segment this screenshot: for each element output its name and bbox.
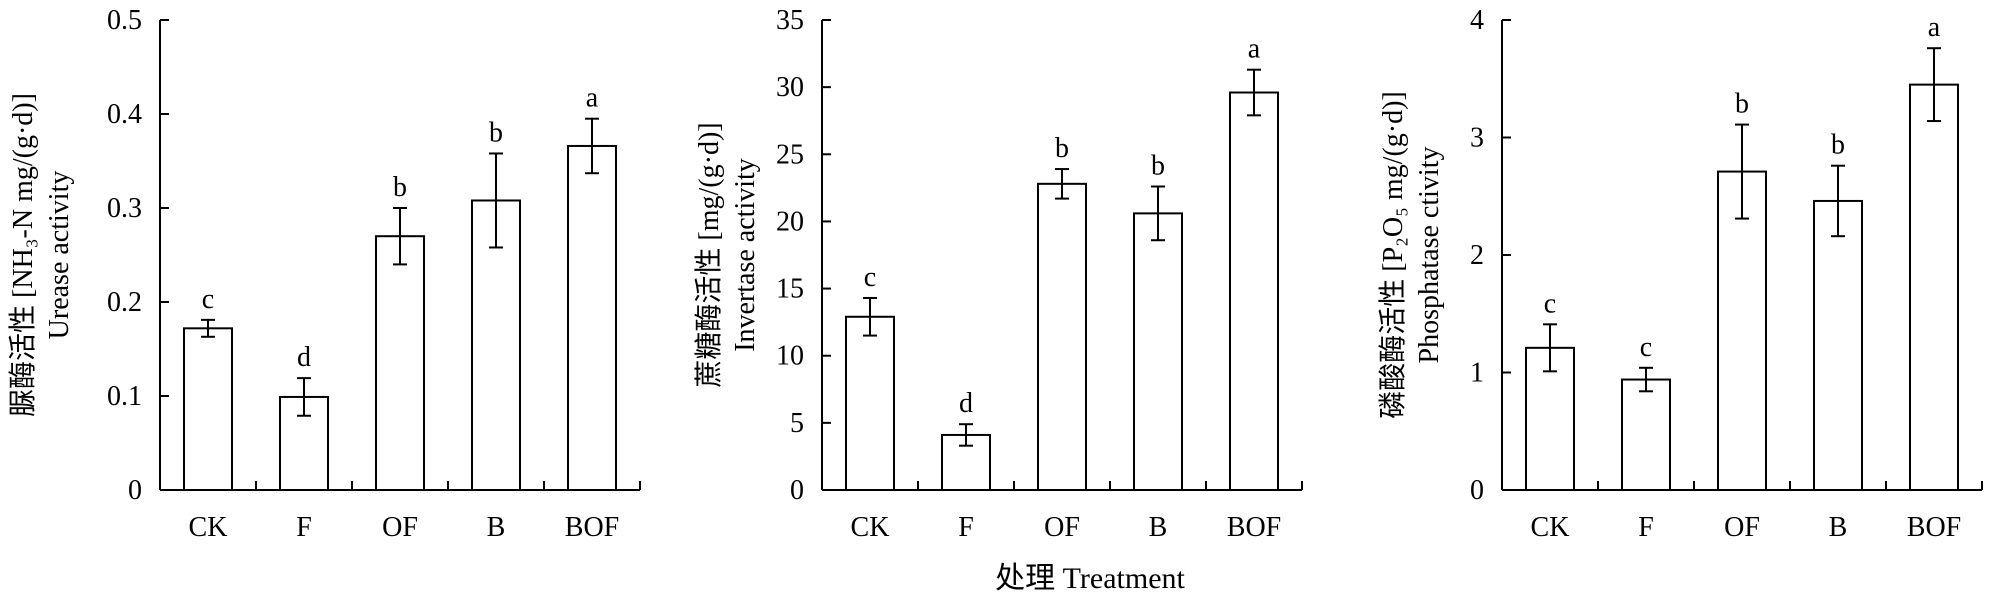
significance-letter: a [1248, 34, 1261, 65]
phosphatase-chart: 0 1 2 3 4 c CK c Fb OF b Ba BOF 磷酸酶活性 [P₂O₅ mg/(g·d)]… [1377, 5, 1983, 543]
y-tick-label: 5 [790, 408, 804, 439]
y-tick-label: 30 [776, 72, 804, 103]
bar [183, 327, 233, 491]
y-tick-label: 0.2 [107, 287, 142, 318]
x-tick-label: OF [1044, 512, 1080, 543]
y-tick-label: 15 [776, 274, 804, 305]
bar [1229, 91, 1279, 491]
y-axis-label-en: Phosphatase ctivity [1414, 147, 1445, 364]
bar [375, 235, 425, 491]
x-axis-common-label: 处理 Treatment [995, 562, 1185, 595]
significance-letter: c [202, 284, 214, 315]
significance-letter: b [393, 172, 407, 203]
bar [567, 144, 617, 492]
x-tick-label: CK [851, 512, 890, 543]
y-tick-label: 0.3 [107, 193, 142, 224]
y-tick-label: 0 [790, 475, 804, 506]
y-tick-label: 0 [128, 475, 142, 506]
y-tick-label: 0.5 [107, 5, 142, 36]
bar [1813, 199, 1863, 491]
y-axis-label-en: Invertase activity [730, 158, 761, 352]
bar [1621, 378, 1671, 491]
significance-letter: b [1735, 89, 1749, 120]
x-tick-label: OF [1724, 512, 1760, 543]
x-tick-label: OF [382, 512, 418, 543]
bar [845, 315, 895, 491]
significance-letter: a [586, 83, 599, 114]
x-tick-label: BOF [1227, 512, 1281, 543]
significance-letter: b [1831, 130, 1845, 161]
x-tick-label: F [958, 512, 974, 543]
significance-letter: b [1055, 133, 1069, 164]
x-tick-label: B [1829, 512, 1848, 543]
x-tick-label: F [296, 512, 312, 543]
bar [1133, 212, 1183, 491]
y-tick-label: 2 [1470, 240, 1484, 271]
significance-letter: c [1640, 332, 1652, 363]
y-tick-label: 10 [776, 341, 804, 372]
significance-letter: c [1544, 288, 1556, 319]
x-tick-label: BOF [1907, 512, 1961, 543]
x-tick-label: CK [1531, 512, 1570, 543]
x-tick-label: CK [189, 512, 228, 543]
bar [1717, 170, 1767, 491]
y-tick-label: 0.1 [107, 381, 142, 412]
y-tick-label: 25 [776, 139, 804, 170]
bar [279, 395, 329, 491]
significance-letter: c [864, 262, 876, 293]
bar [1037, 182, 1087, 491]
significance-letter: d [959, 388, 973, 419]
y-tick-label: 4 [1470, 5, 1484, 36]
x-tick-label: B [1149, 512, 1168, 543]
y-tick-label: 20 [776, 206, 804, 237]
y-tick-label: 0.4 [107, 99, 142, 130]
y-axis-label-en: Urease activity [44, 171, 75, 340]
bar [1909, 83, 1959, 491]
y-axis-label: 脲酶活性 [NH₃-N mg/(g·d)] [7, 93, 39, 417]
y-tick-label: 3 [1470, 123, 1484, 154]
significance-letter: a [1928, 12, 1941, 43]
significance-letter: b [489, 117, 503, 148]
x-tick-label: B [487, 512, 506, 543]
invertase-chart: 0 5 10 15 20 25 30 35 c CK d Fb OF b Ba BOF 蔗糖酶活性 [mg/(g… [693, 5, 1303, 543]
y-tick-label: 35 [776, 5, 804, 36]
urease-chart: 0 0.1 0.2 0.3 0.4 0.5 c CK d Fb OF b Ba BOF 脲酶活性 [NH₃-… [7, 5, 641, 543]
y-axis-label: 磷酸酶活性 [P₂O₅ mg/(g·d)] [1377, 91, 1409, 419]
y-tick-label: 0 [1470, 475, 1484, 506]
x-tick-label: F [1638, 512, 1654, 543]
y-tick-label: 1 [1470, 358, 1484, 389]
x-tick-label: BOF [565, 512, 619, 543]
significance-letter: d [297, 342, 311, 373]
significance-letter: b [1151, 151, 1165, 182]
y-axis-label: 蔗糖酶活性 [mg/(g·d)] [693, 122, 725, 387]
